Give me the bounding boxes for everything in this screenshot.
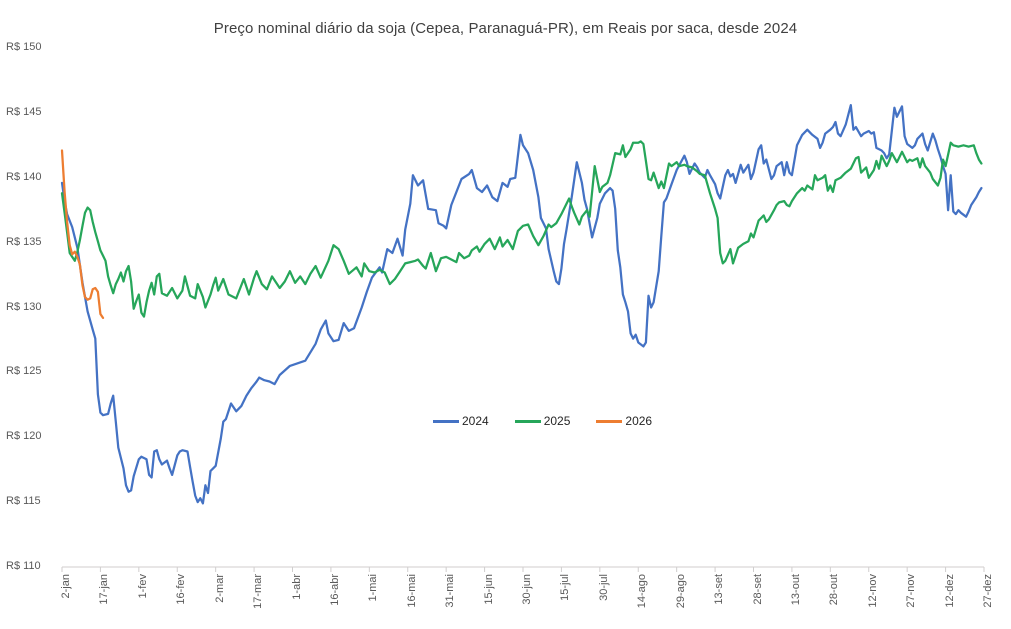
- x-axis-label: 30-jun: [521, 574, 533, 605]
- x-axis-label: 15-jun: [482, 574, 495, 605]
- x-axis-label: 13-out: [789, 574, 802, 606]
- x-axis-label: 28-set: [751, 574, 764, 605]
- x-axis-label: 13-set: [713, 574, 726, 605]
- x-axis-label: 17-jan: [98, 574, 111, 605]
- series-line-2026: [60, 149, 105, 320]
- x-axis-label: 16-abr: [328, 574, 341, 606]
- y-axis-label: R$ 110: [6, 560, 41, 572]
- legend: 2024 2025 2026: [433, 414, 652, 428]
- legend-label: 2024: [462, 414, 489, 428]
- legend-label: 2025: [543, 414, 571, 428]
- y-axis-label: R$ 135: [6, 235, 42, 248]
- y-axis-label: R$ 150: [6, 41, 42, 53]
- x-axis-label: 1-fev: [136, 574, 149, 599]
- y-axis-label: R$ 145: [6, 105, 42, 118]
- x-axis-label: 31-mai: [444, 574, 457, 608]
- x-axis-label: 12-nov: [866, 574, 879, 608]
- x-axis-label: 27-dez: [982, 574, 994, 608]
- legend-line-swatch: [433, 419, 459, 423]
- x-axis-label: 16-mai: [405, 574, 418, 608]
- y-axis-label: R$ 120: [6, 430, 42, 443]
- x-axis-label: 1-abr: [290, 574, 303, 600]
- x-axis-label: 2-mar: [213, 574, 226, 603]
- legend-item-2024[interactable]: 2024: [433, 414, 489, 428]
- x-axis-label: 1-mai: [367, 574, 380, 602]
- y-axis-label: R$ 125: [6, 365, 42, 378]
- series-line-2024: [60, 103, 983, 505]
- legend-line-swatch: [514, 419, 541, 423]
- y-axis-label: R$ 115: [6, 495, 41, 508]
- x-axis-label: 15-jul: [559, 574, 572, 601]
- x-axis-label: 2-jan: [60, 574, 72, 599]
- x-axis-label: 14-ago: [636, 574, 649, 609]
- x-axis-label: 27-nov: [905, 574, 918, 608]
- legend-line-swatch: [596, 419, 623, 423]
- chart-title: Preço nominal diário da soja (Cepea, Par…: [213, 20, 798, 37]
- y-axis-label: R$ 140: [6, 170, 42, 183]
- x-axis-label: 29-ago: [674, 574, 687, 609]
- legend-item-2026[interactable]: 2026: [596, 414, 652, 428]
- y-axis-label: R$ 130: [6, 300, 42, 313]
- legend-item-2025[interactable]: 2025: [514, 414, 571, 428]
- x-axis-label: 30-jul: [597, 574, 610, 601]
- x-axis-label: 17-mar: [252, 574, 265, 609]
- series-line-2025: [60, 140, 983, 318]
- x-axis-label: 28-out: [828, 574, 841, 606]
- x-axis-label: 16-fev: [175, 574, 188, 605]
- legend-label: 2026: [625, 414, 653, 428]
- x-axis-label: 12-dez: [943, 574, 956, 608]
